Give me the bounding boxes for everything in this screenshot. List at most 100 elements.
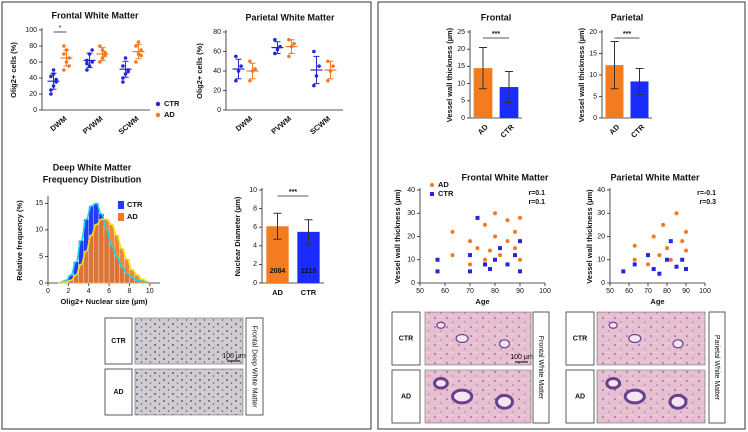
data-point [651,267,656,272]
error-bar [505,71,513,104]
x-tick-label: 8 [128,288,132,295]
x-tick-label: AD [607,122,621,136]
y-axis-label: Relative frequency (%) [15,200,24,281]
data-point [488,267,492,272]
y-axis-label: Nuclear Diameter (µm) [233,196,242,276]
data-point [493,211,497,216]
image-label: AD [575,393,585,400]
y-tick-label: 20 [457,46,465,53]
legend-label: AD [127,212,138,221]
y-tick-label: 25 [457,29,465,36]
y-tick-label: 2 [253,261,257,268]
x-tick-label: 100 [539,288,551,295]
data-point [632,257,637,262]
data-point [498,253,502,258]
legend-marker [118,213,124,221]
histogram-bar [103,219,110,284]
image-label: CTR [573,335,587,342]
data-point [62,52,66,56]
vessel [608,321,618,329]
data-point [468,262,472,267]
y-tick-label: 0 [601,280,605,287]
micrograph [134,317,244,365]
data-point [51,68,56,72]
image-label-box [565,311,595,366]
error-bar [274,41,281,54]
error-bar [288,39,295,54]
y-tick-label: 6 [253,224,257,231]
y-tick-label: 15 [35,200,43,207]
y-axis-label: Vessel wall thickness (µm) [445,27,454,122]
data-point [273,38,277,42]
y-tick-label: 80 [213,29,221,36]
chart-title: Deep White Matter [53,162,132,172]
x-tick-label: 4 [87,288,91,295]
data-point [253,67,257,71]
y-tick-label: 5 [39,253,43,260]
error-bar [249,62,256,80]
error-bar [235,58,242,80]
data-point [518,239,522,244]
y-axis-label: Olig2+ cells (%) [9,42,18,98]
y-tick-label: 40 [597,187,605,194]
data-point [312,49,316,54]
vessel [436,321,446,329]
error-bar [86,52,93,69]
data-point [85,68,89,72]
micrograph [134,368,244,416]
x-tick-label: CTR [499,122,517,140]
x-axis-label: Age [650,297,664,306]
data-point [239,64,243,68]
significance-label: *** [492,31,500,38]
data-point [646,262,650,267]
x-tick-label: CTR [301,288,317,297]
error-bar [610,40,619,90]
y-tick-label: 0 [33,107,37,114]
data-point [505,218,510,223]
fit-curve [60,202,148,284]
data-point [103,53,107,58]
y-tick-label: 10 [249,187,257,194]
x-tick-label: PVWM [81,114,105,136]
data-point [657,253,662,258]
error-bar [327,60,334,80]
data-point [483,222,487,227]
data-point [90,60,94,64]
data-point [632,262,637,267]
data-point [103,50,107,55]
y-tick-label: 5 [461,98,465,105]
x-tick-label: 100 [699,288,711,295]
y-tick-label: 80 [29,43,37,50]
data-point [62,44,66,48]
y-tick-label: 20 [213,87,221,94]
histogram-bar [93,224,100,284]
bar [297,231,320,283]
significance-label: *** [623,31,631,38]
y-tick-label: 40 [407,187,415,194]
y-tick-label: 15 [457,63,465,70]
data-point [450,253,455,258]
bar [266,226,289,283]
data-point [513,229,517,234]
data-point [674,211,679,216]
chart-title: Frequency Distribution [43,174,142,184]
data-point [49,92,53,96]
data-point [468,253,472,258]
y-tick-label: 0 [411,280,415,287]
vessel [668,393,688,410]
chart-title: Parietal [611,12,644,22]
data-point [121,80,125,84]
r-label: r=0.1 [528,190,545,197]
legend-marker [118,201,124,209]
data-point [468,269,472,274]
data-point [139,48,143,52]
data-point [498,246,502,251]
x-tick-label: 2 [66,288,70,295]
bar [605,65,624,118]
x-tick-label: 50 [416,288,424,295]
chart-title: Frontal White Matter [462,172,549,182]
y-axis-label: Vessel wall thickness (µm) [393,189,402,284]
x-tick-label: SCWM [117,114,141,136]
error-bar [122,60,129,78]
data-point [62,68,66,72]
